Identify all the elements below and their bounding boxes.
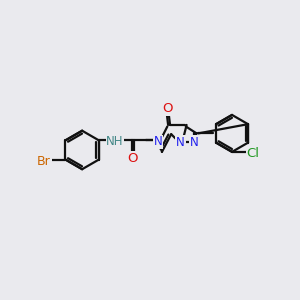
Text: NH: NH bbox=[106, 135, 124, 148]
Text: Cl: Cl bbox=[246, 147, 259, 160]
Text: N: N bbox=[190, 136, 199, 149]
Text: Br: Br bbox=[37, 154, 51, 168]
Text: O: O bbox=[162, 102, 172, 115]
Text: N: N bbox=[176, 136, 185, 149]
Text: O: O bbox=[128, 152, 138, 164]
Text: N: N bbox=[154, 135, 163, 148]
Text: N: N bbox=[154, 135, 163, 148]
